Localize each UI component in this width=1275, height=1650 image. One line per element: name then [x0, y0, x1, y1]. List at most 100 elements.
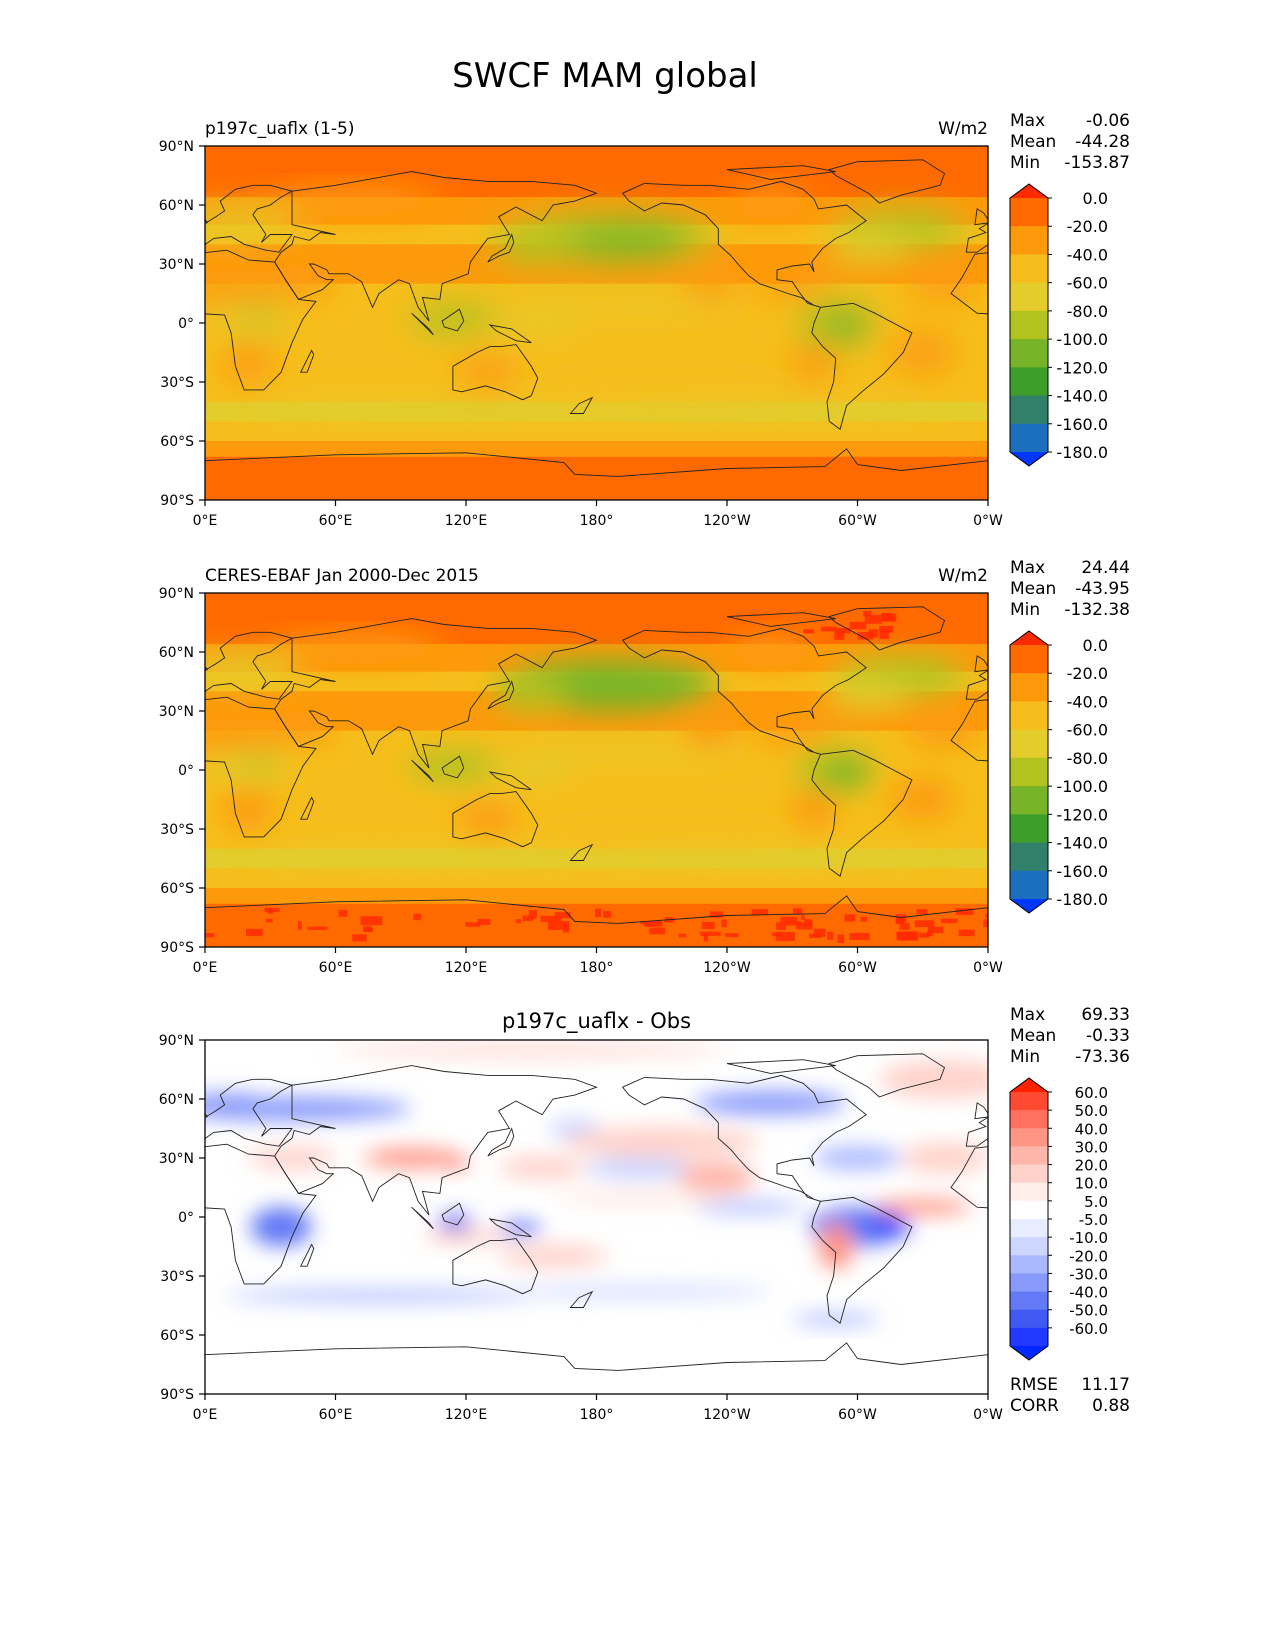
colorbar-segment: [1010, 673, 1048, 702]
lat-tick-label: 30°S: [160, 1269, 194, 1285]
field-feature: [407, 750, 503, 782]
stat-value: -44.28: [1075, 132, 1130, 152]
field-cell: [885, 615, 894, 621]
field-feature: [205, 653, 303, 682]
stat-value: -73.36: [1075, 1047, 1130, 1067]
field-feature: [568, 671, 691, 704]
lat-tick-label: 90°S: [160, 1387, 194, 1403]
field-cell: [803, 629, 815, 634]
colorbar-segment: [1010, 701, 1048, 731]
colorbar-tick-label: -10.0: [1069, 1229, 1108, 1247]
colorbar-tick-label: 0.0: [1083, 636, 1108, 655]
field-feature: [792, 342, 836, 382]
field-features: [205, 185, 984, 420]
field-cell: [522, 915, 534, 922]
lat-tick-label: 90°S: [160, 940, 194, 956]
field-feature: [492, 679, 571, 711]
colorbar-segment: [1010, 1309, 1048, 1329]
field-cell: [821, 626, 837, 632]
zonal-band: [205, 456, 988, 500]
colorbar-tick-label: 60.0: [1075, 1084, 1108, 1102]
field-feature: [248, 403, 597, 420]
colorbar-tick-label: -140.0: [1056, 834, 1108, 853]
colorbar-segment: [1010, 1219, 1048, 1238]
field-feature: [568, 224, 691, 257]
lon-tick-label: 120°E: [445, 513, 488, 529]
stat-value: -153.87: [1064, 153, 1130, 173]
field-cell: [554, 912, 571, 919]
colorbar-segment: [1010, 814, 1048, 843]
field-cell: [703, 933, 709, 942]
stat-value: -0.33: [1086, 1026, 1130, 1046]
colorbar-tick-label: -80.0: [1067, 749, 1108, 768]
field-feature: [901, 1142, 988, 1174]
coastline: [205, 1078, 294, 1147]
colorbar-tick-label: -120.0: [1056, 805, 1108, 824]
lon-tick-label: 60°E: [319, 513, 353, 529]
coastline: [621, 627, 867, 755]
colorbar-tick-label: 10.0: [1075, 1175, 1108, 1193]
field-cell: [267, 910, 274, 914]
field-cell: [595, 908, 602, 918]
field-cell: [927, 926, 944, 934]
colorbar-segment: [1010, 842, 1048, 872]
coastline: [205, 696, 317, 838]
colorbar-tick-label: 5.0: [1084, 1193, 1108, 1211]
coastline: [274, 1065, 598, 1216]
coastline: [205, 1342, 988, 1371]
colorbar-outline: [1009, 1077, 1049, 1361]
field-feature: [226, 1289, 532, 1302]
lon-tick-label: 120°W: [703, 960, 751, 976]
field-features: [205, 1043, 988, 1326]
coastline: [441, 755, 465, 779]
zonal-band: [205, 441, 988, 458]
coastline: [411, 312, 434, 336]
field-feature: [492, 232, 571, 264]
panel-center-title: p197c_uaflx - Obs: [502, 1009, 691, 1034]
field-cell: [860, 916, 868, 922]
field-cell: [548, 921, 570, 930]
colorbar-tick-label: -40.0: [1067, 245, 1108, 264]
lon-tick-label: 60°E: [319, 1407, 353, 1423]
coastline: [726, 1059, 836, 1074]
field-feature: [487, 311, 575, 335]
field-feature: [437, 1215, 473, 1231]
field-feature: [874, 1199, 971, 1216]
field-cell: [721, 919, 727, 928]
field-cell: [985, 913, 988, 918]
panel-left-title: CERES-EBAF Jan 2000-Dec 2015: [205, 566, 479, 586]
coastline: [487, 680, 515, 710]
lat-tick-label: 30°S: [160, 375, 194, 391]
coastline: [205, 631, 294, 700]
colorbar-segment: [1010, 645, 1048, 674]
colorbar-tick-label: -180.0: [1056, 890, 1108, 909]
coastline: [274, 618, 598, 769]
colorbar-tick-label: -50.0: [1069, 1302, 1108, 1320]
field-feature: [498, 1156, 586, 1180]
lat-tick-label: 90°N: [159, 586, 194, 602]
field-feature: [270, 185, 445, 217]
field-feature: [585, 850, 934, 867]
field-cell: [896, 931, 919, 941]
colorbar-tick-label: 20.0: [1075, 1157, 1108, 1175]
coastline: [452, 791, 539, 848]
colorbar-extend-bottom: [1010, 899, 1048, 913]
stat-label: Max: [1010, 558, 1045, 578]
field-feature: [890, 779, 956, 820]
panel-diff: p197c_uaflx - Obs 90°N 60°N 30°N 0° 30°S 60°S 9…: [159, 1005, 1130, 1423]
field-cell: [700, 931, 721, 936]
field-cell: [864, 614, 883, 624]
field-cell: [827, 931, 834, 940]
stat-label: Min: [1010, 1047, 1040, 1067]
colorbar-segment: [1010, 1146, 1048, 1165]
lon-tick-label: 60°W: [838, 513, 877, 529]
colorbar-segment: [1010, 1200, 1048, 1220]
lon-tick-label: 0°E: [193, 513, 218, 529]
colorbar-tick-label: -100.0: [1056, 777, 1108, 796]
lon-tick-label: 180°: [580, 960, 614, 976]
field-cell: [983, 919, 988, 927]
stat-label: Max: [1010, 111, 1045, 131]
field-cell: [775, 932, 796, 941]
map-diff: [205, 1040, 988, 1394]
field-feature: [531, 821, 793, 845]
